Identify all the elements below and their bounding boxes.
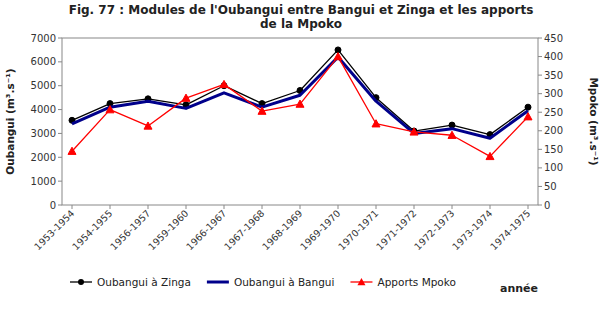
point	[525, 104, 531, 110]
point	[410, 128, 418, 135]
y2-tick-label: 200	[544, 125, 563, 136]
y-tick	[58, 157, 62, 158]
legend: Oubangui à Zinga Oubangui à Bangui Apports…	[70, 276, 456, 288]
y-tick	[58, 133, 62, 134]
y-tick-label: 6000	[31, 56, 56, 67]
y2-tick-label: 350	[544, 70, 563, 81]
title: Fig. 77 : Modules de l'Oubangui entre Ba…	[69, 3, 534, 31]
y2-tick	[538, 93, 542, 94]
point	[486, 152, 494, 159]
x-tick	[414, 205, 415, 209]
y2-tick	[538, 75, 542, 76]
x-tick	[110, 205, 111, 209]
y2-tick-label: 0	[544, 200, 550, 211]
y-tick-label: 1000	[31, 176, 56, 187]
legend-marker	[78, 279, 84, 285]
y2-tick	[538, 38, 542, 39]
y2-tick-label: 450	[544, 33, 563, 44]
y-tick-label: 5000	[31, 80, 56, 91]
y2-tick-label: 50	[544, 181, 557, 192]
x-tick-label: 1974-1975	[488, 208, 532, 252]
y2-tick	[538, 167, 542, 168]
y-tick-label: 3000	[31, 128, 56, 139]
y-axis-label: Oubangui (m³.s⁻¹)	[4, 68, 16, 174]
point	[372, 120, 380, 127]
legend-label: Oubangui à Zinga	[97, 276, 191, 288]
x-axis-label: année	[500, 282, 538, 295]
point	[182, 94, 190, 101]
y2-tick	[538, 186, 542, 187]
y-tick	[58, 181, 62, 182]
x-tick	[338, 205, 339, 209]
y2-tick	[538, 56, 542, 57]
y-tick-label: 2000	[31, 152, 56, 163]
legend-label: Apports Mpoko	[377, 276, 455, 288]
marks	[68, 47, 532, 160]
y-tick	[58, 61, 62, 62]
y-tick	[58, 109, 62, 110]
x-tick	[72, 205, 73, 209]
plot-frame	[62, 38, 538, 205]
y-tick	[58, 85, 62, 86]
point	[144, 122, 152, 129]
x-tick	[528, 205, 529, 209]
point	[220, 80, 228, 87]
y2-tick-label: 150	[544, 144, 563, 155]
y2-tick	[538, 149, 542, 150]
y-tick-label: 0	[50, 200, 56, 211]
y2-tick-label: 100	[544, 162, 563, 173]
legend-swatch	[207, 281, 229, 284]
y2-tick	[538, 112, 542, 113]
point	[448, 131, 456, 138]
x-tick	[300, 205, 301, 209]
y2-axis-label: Mpoko (m³.s⁻¹)	[588, 77, 600, 165]
x-tick	[452, 205, 453, 209]
y-tick-label: 7000	[31, 33, 56, 44]
x-tick	[186, 205, 187, 209]
series-line	[72, 50, 528, 135]
legend-label: Oubangui à Bangui	[234, 276, 335, 288]
x-tick	[224, 205, 225, 209]
series-line	[72, 57, 528, 138]
y2-tick-label: 400	[544, 51, 563, 62]
point	[106, 106, 114, 113]
y-tick-label: 4000	[31, 104, 56, 115]
chart: Fig. 77 : Modules de l'Oubangui entre Ba…	[0, 0, 602, 309]
legend-marker	[357, 278, 365, 285]
y2-tick	[538, 130, 542, 131]
point	[258, 107, 266, 114]
y-tick	[58, 205, 62, 206]
series-line	[72, 57, 528, 157]
x-tick	[490, 205, 491, 209]
point	[524, 113, 532, 120]
point	[68, 147, 76, 154]
y2-tick-label: 250	[544, 107, 563, 118]
x-tick	[148, 205, 149, 209]
y-tick	[58, 38, 62, 39]
point	[296, 100, 304, 107]
y2-tick-label: 300	[544, 88, 563, 99]
point	[334, 53, 342, 60]
x-tick	[376, 205, 377, 209]
y2-tick	[538, 205, 542, 206]
x-tick	[262, 205, 263, 209]
